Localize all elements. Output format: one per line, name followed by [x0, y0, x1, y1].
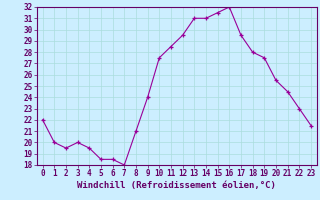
- X-axis label: Windchill (Refroidissement éolien,°C): Windchill (Refroidissement éolien,°C): [77, 181, 276, 190]
